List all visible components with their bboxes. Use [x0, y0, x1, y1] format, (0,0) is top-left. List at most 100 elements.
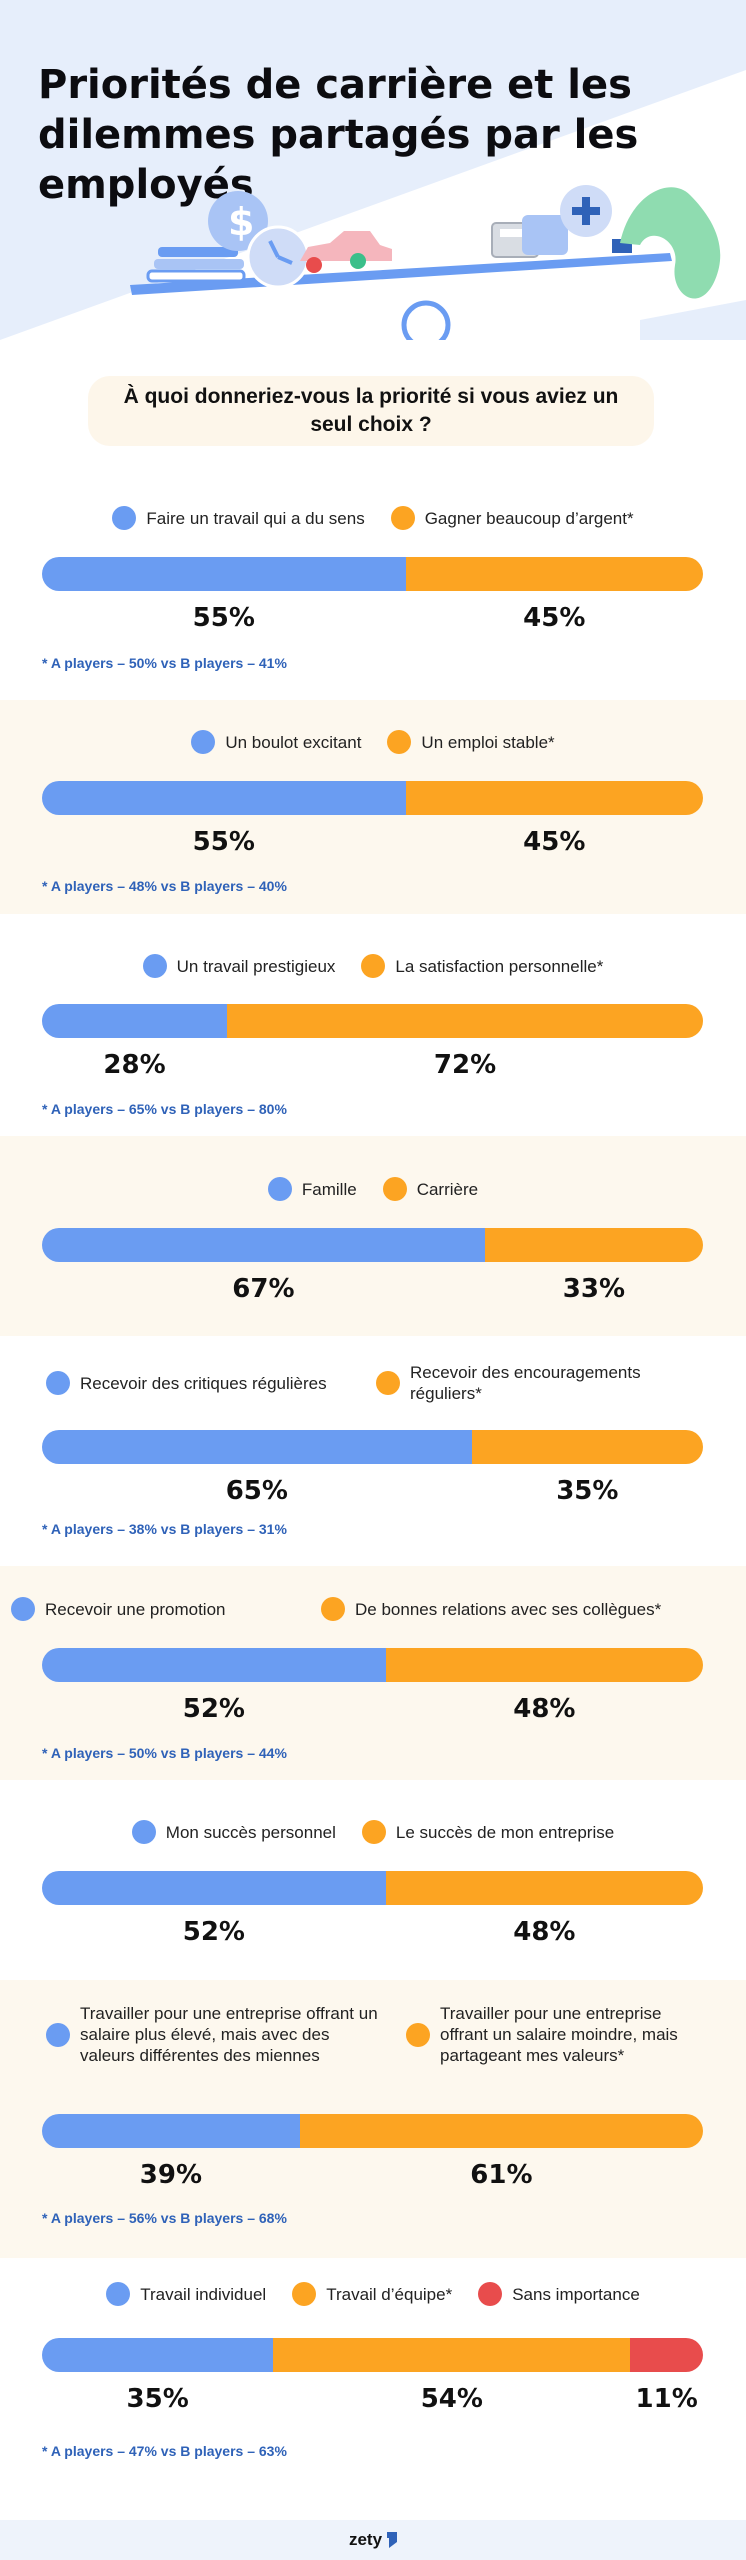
- legend-dot-icon: [142, 954, 167, 978]
- stacked-bar: [42, 557, 703, 591]
- legend-dot-icon: [131, 1820, 156, 1844]
- chart-legend: Un travail prestigieux La satisfaction pe…: [0, 954, 746, 978]
- bar-segment: [385, 1871, 703, 1905]
- legend-label: Un travail prestigieux: [176, 956, 336, 976]
- data-label: 39%: [139, 2160, 203, 2190]
- bar-segment: [42, 557, 406, 591]
- player-comparison-note: * A players – 56% vs B players – 68%: [42, 2210, 287, 2226]
- bar-segment: [273, 2338, 631, 2372]
- legend-item: Recevoir des encouragements réguliers*: [376, 1362, 700, 1404]
- legend-label: Sans importance: [512, 2284, 640, 2304]
- seesaw-illustration: $: [130, 185, 721, 340]
- stacked-bar: [42, 1004, 703, 1038]
- stacked-bar: [42, 1430, 703, 1464]
- legend-label: Famille: [301, 1179, 357, 1199]
- dollar-coin-icon: $: [208, 191, 268, 251]
- stacked-bar: [42, 2338, 703, 2372]
- legend-dot-icon: [112, 506, 137, 530]
- legend-label: Recevoir une promotion: [45, 1599, 226, 1619]
- bar-segment: [405, 557, 703, 591]
- legend-label: De bonnes relations avec ses collègues*: [355, 1599, 662, 1619]
- data-label: 61%: [470, 2160, 533, 2190]
- legend-label: Travailler pour une entreprise offrant u…: [80, 2004, 378, 2065]
- legend-label: Travail d’équipe*: [326, 2284, 453, 2304]
- chart-legend: Travail individuel Travail d’équipe* Sans …: [0, 2282, 746, 2306]
- data-label: 28%: [103, 1050, 166, 1080]
- legend-dot-icon: [387, 730, 412, 754]
- legend-item: Travailler pour une entreprise offrant u…: [406, 2003, 700, 2066]
- chart-legend: Famille Carrière: [0, 1177, 746, 1201]
- legend-item: Un boulot excitant: [191, 730, 361, 754]
- data-label: 55%: [192, 827, 255, 857]
- hero-header: Priorités de carrière et les dilemmes pa…: [0, 0, 746, 340]
- bar-segment: [227, 1004, 703, 1038]
- legend-label: Mon succès personnel: [165, 1822, 336, 1842]
- player-comparison-note: * A players – 48% vs B players – 40%: [42, 878, 287, 894]
- brand-name: zety: [348, 2530, 383, 2549]
- legend-dot-icon: [361, 954, 386, 978]
- legend-dot-icon: [267, 1177, 292, 1201]
- data-label: 67%: [232, 1274, 295, 1304]
- legend-label: Carrière: [416, 1179, 479, 1199]
- bar-segment: [42, 2338, 274, 2372]
- bar-segment: [630, 2338, 703, 2372]
- footer: zety: [0, 2520, 746, 2560]
- stacked-bar: [42, 1228, 703, 1262]
- chart-legend: Recevoir une promotion De bonnes relation…: [0, 1597, 746, 1621]
- bar-segment: [484, 1228, 703, 1262]
- player-comparison-note: * A players – 38% vs B players – 31%: [42, 1521, 287, 1537]
- bar-segment: [42, 1004, 228, 1038]
- bar-segment: [385, 1648, 703, 1682]
- legend-label: La satisfaction personnelle*: [395, 956, 604, 976]
- calculator-icon: [491, 215, 568, 258]
- stacked-bar: [42, 2114, 703, 2148]
- player-comparison-note: * A players – 47% vs B players – 63%: [42, 2443, 287, 2459]
- legend-item: Sans importance: [478, 2282, 640, 2306]
- data-label: 52%: [182, 1694, 245, 1724]
- stacked-bar: [42, 1648, 703, 1682]
- legend-label: Recevoir des encouragements réguliers*: [410, 1363, 641, 1403]
- player-comparison-note: * A players – 65% vs B players – 80%: [42, 1101, 287, 1117]
- data-label: 45%: [523, 603, 586, 633]
- player-comparison-note: * A players – 50% vs B players – 41%: [42, 655, 287, 671]
- legend-item: Travailler pour une entreprise offrant u…: [46, 2003, 380, 2066]
- legend-dot-icon: [321, 1597, 345, 1621]
- chart-legend: Travailler pour une entreprise offrant u…: [0, 2003, 746, 2066]
- bar-segment: [42, 2114, 300, 2148]
- data-label: 52%: [182, 1917, 245, 1947]
- legend-dot-icon: [46, 2022, 70, 2047]
- data-label: 35%: [556, 1476, 619, 1506]
- bar-segment: [299, 2114, 703, 2148]
- legend-item: Un travail prestigieux: [142, 954, 336, 978]
- plus-coin-icon: [560, 185, 632, 253]
- data-label: 33%: [562, 1274, 626, 1304]
- legend-item: Gagner beaucoup d’argent*: [390, 506, 634, 530]
- bar-segment: [405, 781, 703, 815]
- legend-item: Recevoir une promotion: [11, 1597, 295, 1621]
- legend-item: Carrière: [382, 1177, 479, 1201]
- bar-segment: [42, 1871, 386, 1905]
- page-title: Priorités de carrière et les dilemmes pa…: [38, 62, 639, 208]
- legend-item: Faire un travail qui a du sens: [112, 506, 365, 530]
- data-label: 48%: [513, 1917, 576, 1947]
- legend-dot-icon: [191, 730, 216, 754]
- stacked-bar: [42, 1871, 703, 1905]
- chart-legend: Mon succès personnel Le succès de mon ent…: [0, 1820, 746, 1844]
- legend-dot-icon: [382, 1177, 407, 1201]
- legend-label: Gagner beaucoup d’argent*: [424, 508, 634, 528]
- survey-question: À quoi donneriez-vous la priorité si vou…: [88, 376, 654, 446]
- legend-dot-icon: [11, 1597, 35, 1621]
- legend-item: Travail d’équipe*: [292, 2282, 452, 2306]
- chart-legend: Faire un travail qui a du sens Gagner bea…: [0, 506, 746, 530]
- legend-dot-icon: [376, 1371, 400, 1395]
- chart-legend: Un boulot excitant Un emploi stable*: [0, 730, 746, 754]
- legend-label: Le succès de mon entreprise: [395, 1822, 615, 1842]
- legend-dot-icon: [406, 2022, 430, 2047]
- brand-mark-icon: [387, 2532, 398, 2548]
- svg-text:$: $: [228, 200, 254, 244]
- data-label: 48%: [513, 1694, 576, 1724]
- legend-label: Faire un travail qui a du sens: [146, 508, 365, 528]
- legend-item: De bonnes relations avec ses collègues*: [321, 1597, 735, 1621]
- car-icon: [300, 231, 392, 273]
- legend-item: Un emploi stable*: [387, 730, 555, 754]
